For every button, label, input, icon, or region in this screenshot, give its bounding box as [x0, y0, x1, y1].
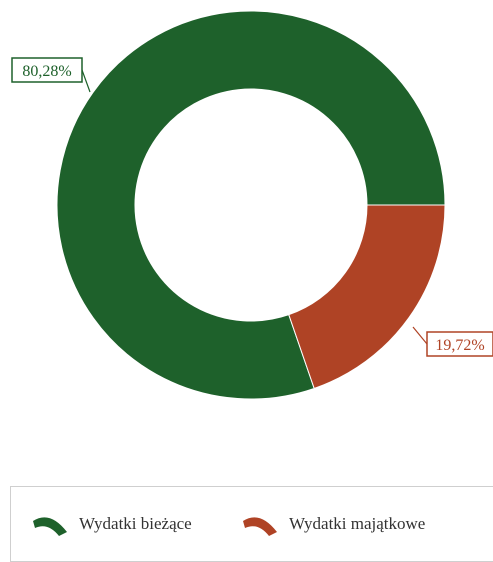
- legend-swatch: [33, 517, 67, 536]
- data-label-box: [11, 57, 83, 83]
- data-label-text: 19,72%: [435, 337, 484, 354]
- data-label: 19,72%: [426, 331, 493, 357]
- leader-line: [81, 69, 91, 93]
- label-leaders: [81, 69, 428, 345]
- arc-icon: [33, 517, 67, 536]
- leader-line: [412, 326, 428, 345]
- legend-item-wydatki-biezace[interactable]: Wydatki bieżące: [31, 509, 192, 539]
- legend-label: Wydatki bieżące: [79, 514, 192, 533]
- legend-label: Wydatki majątkowe: [289, 514, 426, 533]
- donut-slices: [56, 10, 446, 400]
- legend-swatch: [243, 517, 277, 536]
- data-label-text: 80,28%: [22, 63, 71, 80]
- data-labels: 80,28% 19,72%: [11, 57, 493, 357]
- legend-item-wydatki-majatkowe[interactable]: Wydatki majątkowe: [241, 509, 425, 539]
- legend: Wydatki bieżące Wydatki majątkowe: [10, 486, 493, 562]
- donut-chart: 80,28% 19,72%: [11, 10, 493, 400]
- data-label-box: [426, 331, 493, 357]
- data-label: 80,28%: [11, 57, 83, 83]
- arc-icon: [243, 517, 277, 536]
- donut-slice[interactable]: [56, 10, 446, 400]
- donut-slice[interactable]: [288, 204, 446, 390]
